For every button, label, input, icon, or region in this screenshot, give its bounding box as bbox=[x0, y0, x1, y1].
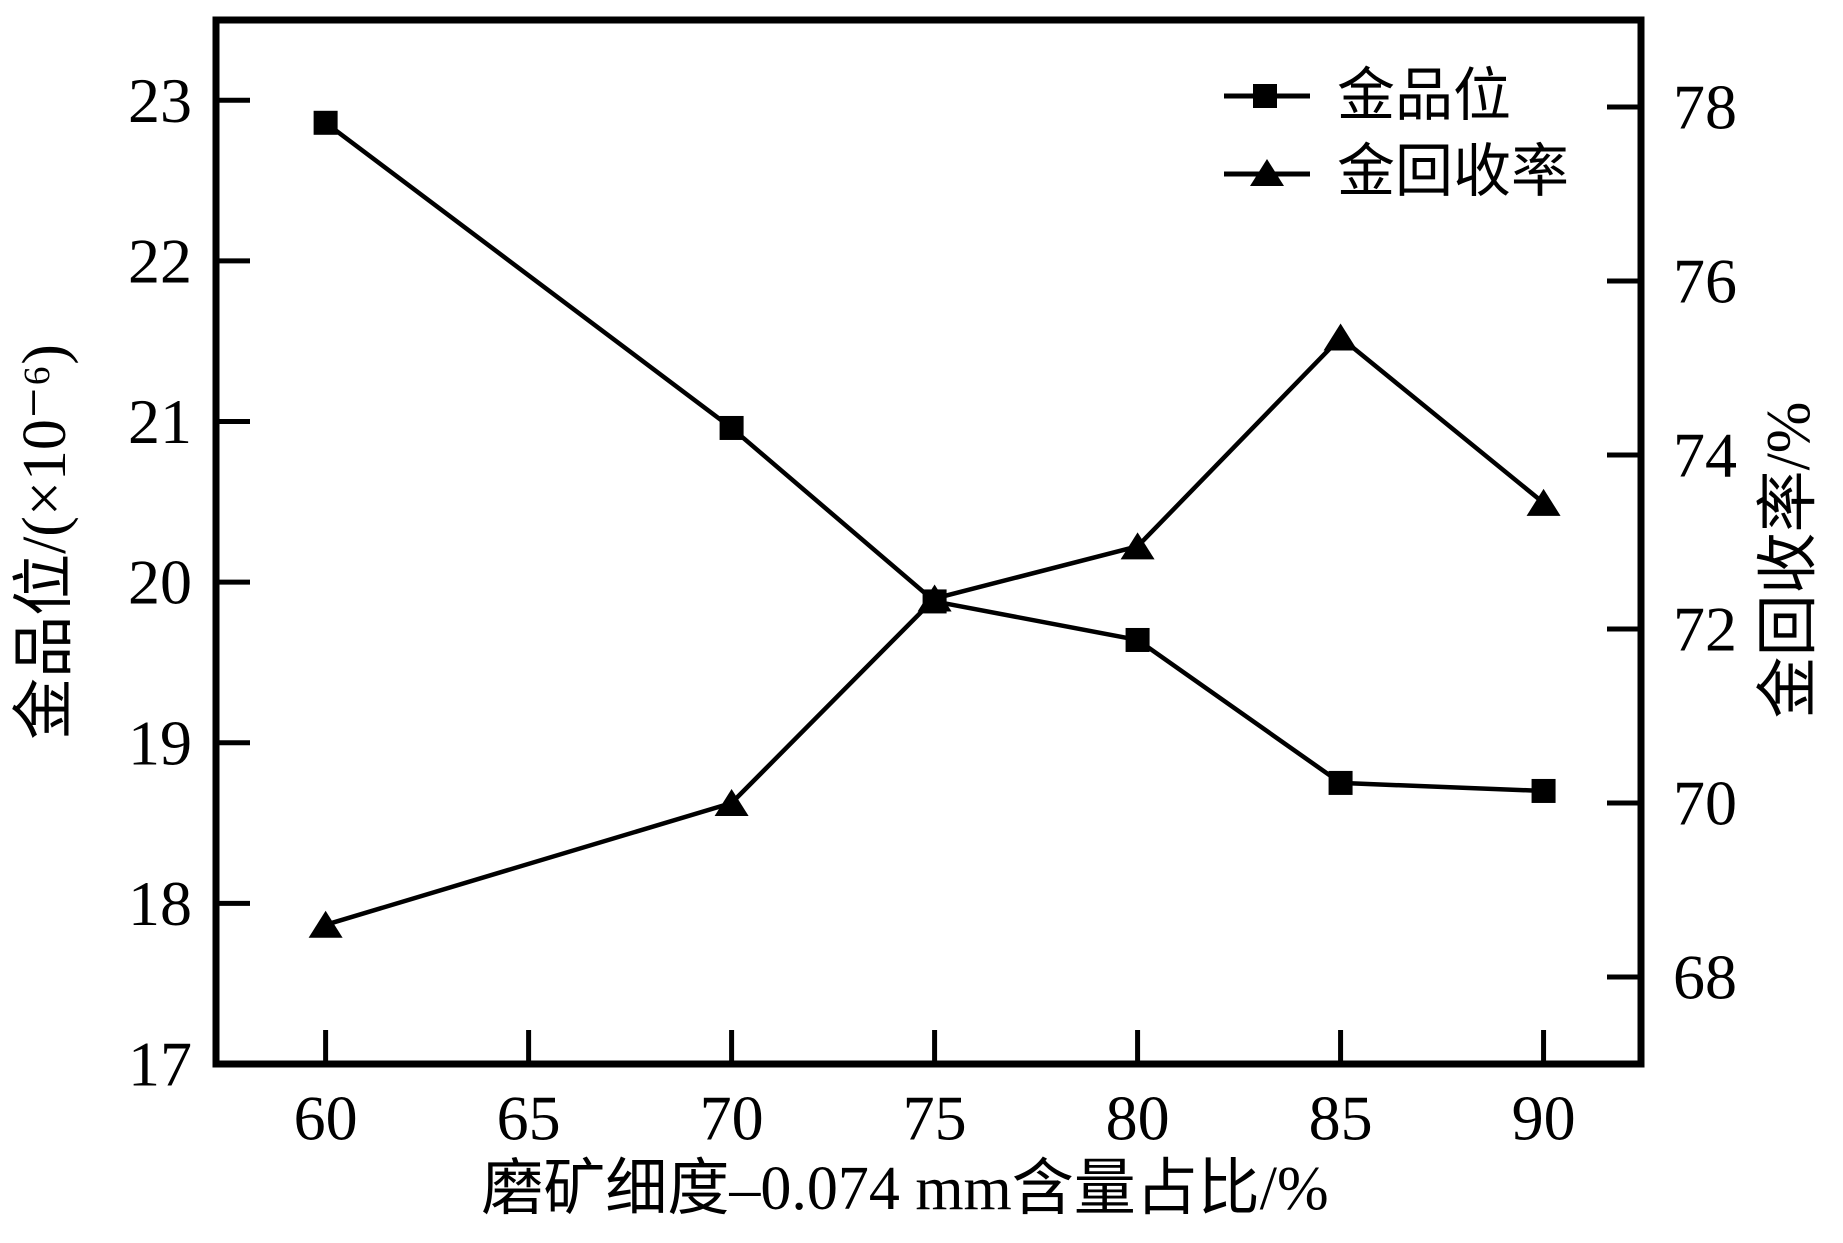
right-y-tick-label: 70 bbox=[1673, 768, 1737, 839]
legend-label-gold-recovery: 金回收率 bbox=[1337, 139, 1570, 204]
left-y-tick-label: 18 bbox=[128, 868, 192, 939]
left-y-tick-label: 22 bbox=[128, 225, 192, 296]
series-line-金品位 bbox=[324, 120, 1544, 794]
right-y-tick-label: 72 bbox=[1673, 594, 1737, 665]
axes-frame bbox=[212, 16, 1645, 1068]
left-y-tick-label: 21 bbox=[128, 386, 192, 457]
triangle-marker bbox=[1526, 488, 1561, 516]
legend-label-gold-grade: 金品位 bbox=[1337, 63, 1512, 128]
right-y-axis-title: 金回收率/% bbox=[1755, 401, 1823, 719]
left-y-tick-label: 23 bbox=[128, 65, 192, 136]
legend-triangle-marker-icon bbox=[1224, 159, 1310, 186]
square-marker bbox=[1125, 627, 1150, 652]
x-tick-label: 65 bbox=[497, 1083, 561, 1154]
legend-square-marker-icon bbox=[1224, 84, 1310, 108]
square-marker bbox=[719, 415, 744, 440]
x-tick-label: 70 bbox=[700, 1083, 764, 1154]
series-line-金回收率 bbox=[324, 334, 1545, 927]
right-y-tick-label: 78 bbox=[1673, 72, 1737, 143]
square-marker bbox=[1328, 770, 1353, 795]
left-y-tick-label: 20 bbox=[128, 547, 192, 618]
triangle-marker bbox=[308, 910, 343, 938]
triangle-marker bbox=[1323, 323, 1358, 351]
x-tick-label: 90 bbox=[1512, 1083, 1576, 1154]
x-tick-label: 80 bbox=[1106, 1083, 1170, 1154]
left-y-tick-label: 17 bbox=[128, 1029, 192, 1100]
right-y-tick-label: 68 bbox=[1673, 942, 1737, 1013]
legend: 金品位 金回收率 bbox=[1222, 58, 1569, 210]
left-y-tick-label: 19 bbox=[128, 707, 192, 778]
legend-item-gold-recovery: 金回收率 bbox=[1222, 134, 1569, 210]
triangle-marker bbox=[917, 584, 952, 612]
x-axis-title: 磨矿细度–0.074 mm含量占比/% bbox=[481, 1155, 1329, 1223]
x-tick-label: 85 bbox=[1309, 1083, 1373, 1154]
left-y-axis-title: 金品位/(×10⁻⁶) bbox=[11, 344, 79, 740]
x-tick-label: 60 bbox=[294, 1083, 358, 1154]
legend-item-gold-grade: 金品位 bbox=[1222, 58, 1569, 134]
square-marker bbox=[313, 110, 338, 135]
square-marker bbox=[1531, 778, 1556, 803]
x-tick-label: 75 bbox=[903, 1083, 967, 1154]
triangle-marker bbox=[1120, 532, 1155, 560]
right-y-tick-label: 76 bbox=[1673, 246, 1737, 317]
right-y-tick-label: 74 bbox=[1673, 420, 1737, 491]
triangle-marker bbox=[714, 789, 749, 816]
